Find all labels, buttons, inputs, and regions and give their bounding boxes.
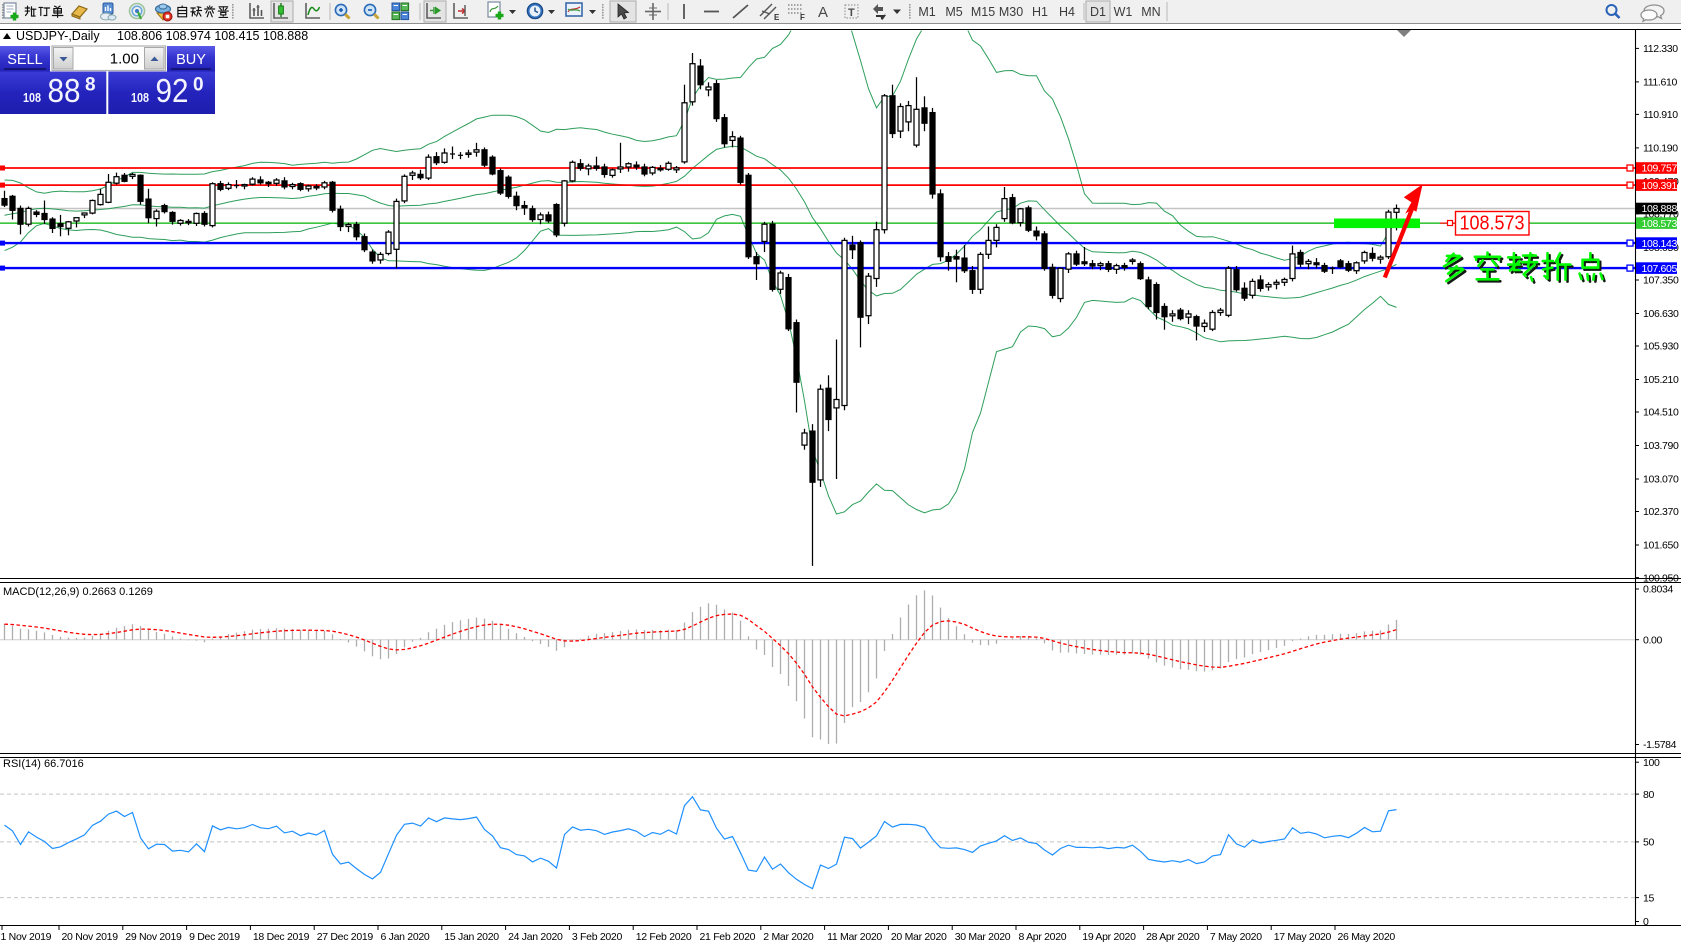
svg-text:102.370: 102.370 (1643, 506, 1679, 518)
svg-text:6 Jan 2020: 6 Jan 2020 (381, 931, 430, 943)
svg-text:15: 15 (1643, 892, 1654, 904)
svg-text:29 Nov 2019: 29 Nov 2019 (125, 931, 182, 943)
svg-text:108.573: 108.573 (1460, 213, 1525, 235)
svg-text:17 May 2020: 17 May 2020 (1274, 931, 1332, 943)
svg-text:7 May 2020: 7 May 2020 (1210, 931, 1262, 943)
svg-text:107.350: 107.350 (1643, 275, 1679, 287)
svg-text:19 Apr 2020: 19 Apr 2020 (1082, 931, 1136, 943)
svg-text:M30: M30 (999, 5, 1023, 19)
svg-text:92: 92 (156, 73, 189, 110)
svg-text:110.190: 110.190 (1643, 143, 1678, 155)
svg-text:108.143: 108.143 (1642, 238, 1678, 250)
svg-text:BUY: BUY (176, 52, 206, 68)
svg-text:USDJPY-,Daily: USDJPY-,Daily (16, 29, 100, 43)
svg-text:M1: M1 (918, 5, 935, 19)
svg-text:20 Nov 2019: 20 Nov 2019 (62, 931, 119, 943)
svg-text:80: 80 (1643, 789, 1654, 801)
svg-text:21 Feb 2020: 21 Feb 2020 (700, 931, 756, 943)
svg-text:103.070: 103.070 (1643, 474, 1679, 486)
svg-text:8: 8 (85, 75, 96, 96)
svg-text:50: 50 (1643, 837, 1654, 849)
svg-text:30 Mar 2020: 30 Mar 2020 (955, 931, 1011, 943)
svg-text:SELL: SELL (7, 52, 42, 68)
svg-text:12 Feb 2020: 12 Feb 2020 (636, 931, 692, 943)
svg-text:H1: H1 (1032, 5, 1048, 19)
svg-text:105.930: 105.930 (1643, 341, 1679, 353)
svg-text:28 Apr 2020: 28 Apr 2020 (1146, 931, 1200, 943)
svg-text:108.806 108.974 108.415 108.88: 108.806 108.974 108.415 108.888 (117, 29, 308, 43)
svg-text:24 Jan 2020: 24 Jan 2020 (508, 931, 563, 943)
svg-text:W1: W1 (1114, 5, 1133, 19)
svg-text:103.790: 103.790 (1643, 440, 1679, 452)
svg-text:15 Jan 2020: 15 Jan 2020 (444, 931, 499, 943)
svg-text:107.605: 107.605 (1642, 263, 1678, 275)
svg-text:M5: M5 (945, 5, 962, 19)
svg-text:20 Mar 2020: 20 Mar 2020 (891, 931, 947, 943)
svg-text:100.950: 100.950 (1643, 572, 1679, 584)
svg-text:27 Dec 2019: 27 Dec 2019 (317, 931, 374, 943)
svg-text:A: A (818, 4, 828, 21)
svg-text:MN: MN (1141, 5, 1160, 19)
svg-text:0: 0 (1643, 916, 1649, 928)
svg-text:26 May 2020: 26 May 2020 (1338, 931, 1396, 943)
svg-text:2 Mar 2020: 2 Mar 2020 (763, 931, 814, 943)
svg-text:108: 108 (131, 91, 149, 105)
svg-text:0: 0 (193, 75, 204, 96)
svg-text:105.210: 105.210 (1643, 374, 1679, 386)
svg-text:0.8034: 0.8034 (1643, 584, 1674, 596)
svg-text:108.573: 108.573 (1642, 218, 1678, 230)
svg-text:101.650: 101.650 (1643, 540, 1679, 552)
svg-text:F: F (800, 13, 805, 22)
svg-text:E: E (774, 13, 780, 22)
svg-text:M15: M15 (971, 5, 995, 19)
svg-text:111.610: 111.610 (1643, 77, 1677, 89)
svg-text:RSI(14) 66.7016: RSI(14) 66.7016 (3, 758, 84, 770)
svg-text:108.888: 108.888 (1642, 203, 1678, 215)
svg-text:1.00: 1.00 (110, 51, 139, 68)
svg-text:109.757: 109.757 (1642, 163, 1678, 175)
svg-text:MACD(12,26,9) 0.2663 0.1269: MACD(12,26,9) 0.2663 0.1269 (3, 586, 153, 598)
svg-text:11 Mar 2020: 11 Mar 2020 (827, 931, 882, 943)
svg-text:109.391: 109.391 (1642, 180, 1678, 192)
svg-text:3 Feb 2020: 3 Feb 2020 (572, 931, 623, 943)
svg-text:108: 108 (23, 91, 41, 105)
svg-text:8 Apr 2020: 8 Apr 2020 (1019, 931, 1067, 943)
svg-text:100: 100 (1643, 757, 1660, 769)
svg-text:1 Nov 2019: 1 Nov 2019 (1, 931, 52, 943)
svg-text:0.00: 0.00 (1643, 634, 1663, 646)
svg-text:T: T (848, 7, 855, 19)
svg-text:88: 88 (48, 73, 81, 110)
svg-text:18 Dec 2019: 18 Dec 2019 (253, 931, 310, 943)
svg-text:-1.5784: -1.5784 (1643, 739, 1677, 751)
svg-text:9 Dec 2019: 9 Dec 2019 (189, 931, 240, 943)
svg-text:D1: D1 (1090, 5, 1106, 19)
svg-text:110.910: 110.910 (1643, 109, 1678, 121)
svg-text:106.630: 106.630 (1643, 308, 1679, 320)
svg-text:104.510: 104.510 (1643, 407, 1679, 419)
svg-text:112.330: 112.330 (1643, 43, 1678, 55)
svg-text:H4: H4 (1059, 5, 1075, 19)
